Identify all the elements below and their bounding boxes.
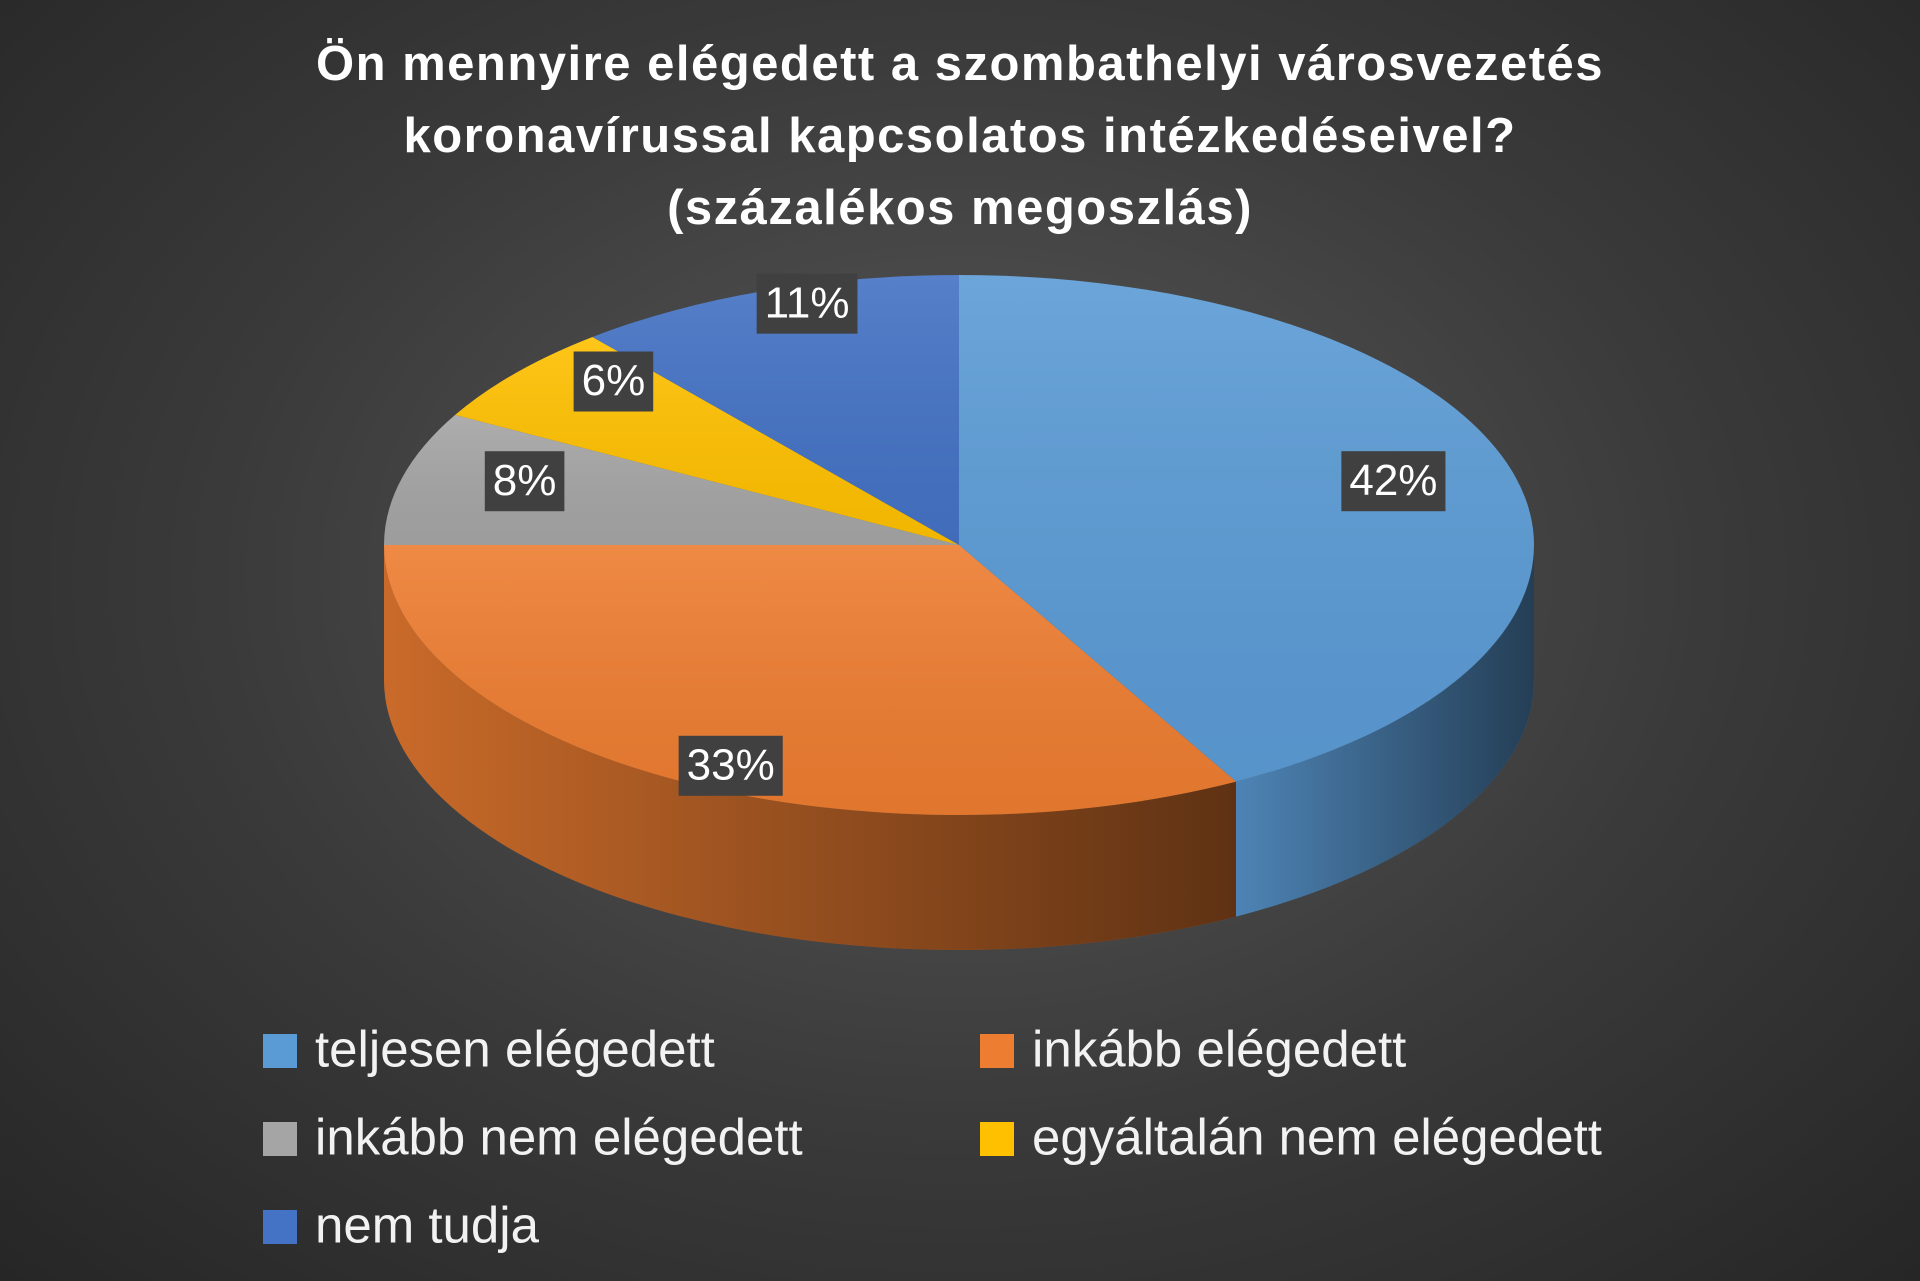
side-shade — [384, 545, 1237, 950]
chart-subtitle: (százalékos megoszlás) — [667, 181, 1253, 235]
data-label-box — [1341, 451, 1446, 512]
legend-swatch — [263, 1034, 297, 1068]
legend-swatch — [263, 1210, 297, 1244]
data-label: 42% — [1349, 456, 1437, 505]
legend-swatch — [263, 1122, 297, 1156]
title-block: Ön mennyire elégedett a szombathelyi vár… — [0, 28, 1920, 244]
data-label: 8% — [493, 456, 557, 505]
data-label-box — [573, 351, 654, 412]
chart-title: Ön mennyire elégedett a szombathelyi vár… — [315, 37, 1605, 163]
slice-gloss — [959, 275, 1534, 782]
data-label: 11% — [765, 278, 850, 327]
legend-swatch — [980, 1122, 1014, 1156]
slice-gloss — [384, 545, 1237, 815]
data-label-box — [756, 273, 858, 334]
slice-gloss — [592, 275, 959, 545]
data-label: 33% — [687, 740, 775, 789]
data-label-box — [678, 735, 783, 796]
legend-label: egyáltalán nem elégedett — [1032, 1108, 1602, 1165]
legend-label: nem tudja — [315, 1196, 540, 1253]
legend-swatch — [980, 1034, 1014, 1068]
legend-label: teljesen elégedett — [315, 1020, 715, 1077]
legend-label: inkább elégedett — [1032, 1020, 1406, 1077]
side-shade — [1236, 545, 1534, 917]
data-label: 6% — [582, 356, 646, 405]
slice-gloss — [384, 414, 959, 545]
data-label-box — [484, 451, 565, 512]
legend-label: inkább nem elégedett — [315, 1108, 803, 1165]
